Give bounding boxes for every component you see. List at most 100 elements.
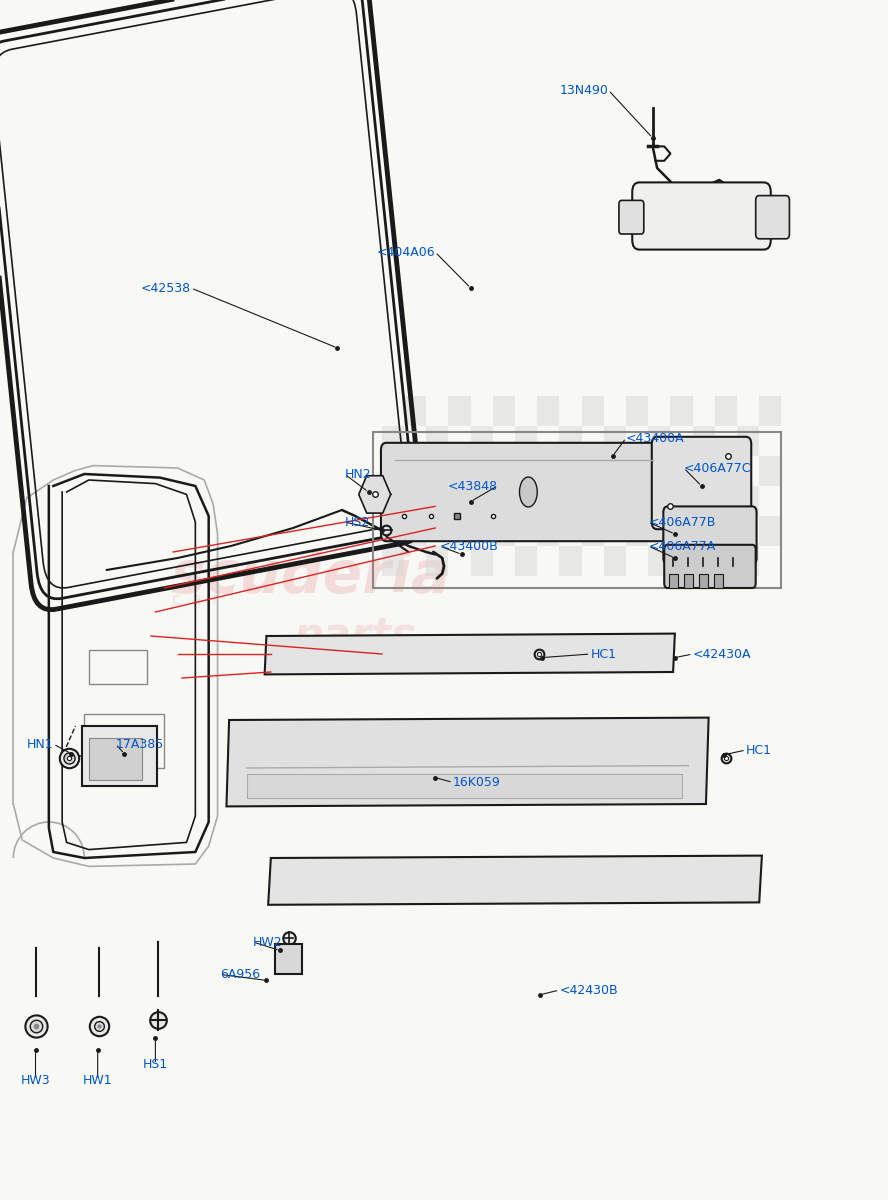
Bar [448,516,471,546]
Bar [759,456,781,486]
FancyBboxPatch shape [619,200,644,234]
Bar [448,456,471,486]
Bar [471,486,493,516]
Bar [382,426,404,456]
FancyBboxPatch shape [663,506,757,564]
Bar [693,486,715,516]
FancyBboxPatch shape [756,196,789,239]
Bar [404,396,426,426]
Text: 16K059: 16K059 [453,776,501,788]
Bar [471,546,493,576]
Bar [426,486,448,516]
Bar [493,396,515,426]
Text: HC1: HC1 [746,744,772,756]
Bar [684,574,693,588]
Bar [448,396,471,426]
Bar [493,516,515,546]
Text: c  a  r: c a r [171,590,219,608]
Bar [715,516,737,546]
Bar [582,516,604,546]
Bar [648,546,670,576]
Bar [699,574,708,588]
Bar [89,738,142,780]
Text: <406A77A: <406A77A [648,540,716,552]
Bar [715,456,737,486]
Text: <406A77B: <406A77B [648,516,716,528]
Bar [759,516,781,546]
Bar [626,396,648,426]
Text: HS1: HS1 [143,1058,168,1070]
Polygon shape [359,475,391,514]
Bar [670,396,693,426]
Bar [515,486,537,516]
FancyBboxPatch shape [652,437,751,529]
Polygon shape [268,856,762,905]
Text: <43400A: <43400A [626,432,685,444]
Bar [537,456,559,486]
Bar [648,486,670,516]
Bar [759,396,781,426]
Bar [648,426,670,456]
Bar [82,726,157,786]
Text: <43400B: <43400B [440,540,498,552]
Polygon shape [265,634,675,674]
Bar [537,396,559,426]
Bar [737,426,759,456]
Bar [382,546,404,576]
Text: <42538: <42538 [141,282,191,294]
Text: 17A385: 17A385 [115,738,163,750]
Bar [247,774,682,798]
Text: 13N490: 13N490 [559,84,608,96]
Bar [669,574,678,588]
Bar [426,546,448,576]
Bar [89,650,147,684]
Bar [426,426,448,456]
Text: HW1: HW1 [83,1074,113,1086]
Text: HW2: HW2 [253,936,282,948]
Bar [404,456,426,486]
FancyBboxPatch shape [664,545,756,588]
Text: HN2: HN2 [345,468,371,480]
FancyBboxPatch shape [632,182,771,250]
FancyBboxPatch shape [381,443,667,541]
Bar [714,574,723,588]
Text: HW3: HW3 [20,1074,51,1086]
Bar [493,456,515,486]
Bar [693,426,715,456]
Bar [582,456,604,486]
Text: <42430B: <42430B [559,984,618,996]
Bar [626,516,648,546]
Bar [715,396,737,426]
Bar [275,944,302,974]
Text: HC1: HC1 [591,648,616,660]
Polygon shape [226,718,709,806]
Bar [737,546,759,576]
Bar [84,714,164,768]
Bar [537,516,559,546]
Text: scuderia: scuderia [170,547,451,605]
Text: <43848: <43848 [448,480,497,492]
Text: parts: parts [294,614,416,658]
Bar [693,546,715,576]
Bar [737,486,759,516]
Bar [604,486,626,516]
Bar [515,546,537,576]
Bar [670,516,693,546]
Bar [559,426,582,456]
Bar [382,486,404,516]
Bar [626,456,648,486]
Bar [373,432,781,588]
Bar [471,426,493,456]
Bar [604,546,626,576]
Bar [582,396,604,426]
Text: HN1: HN1 [27,738,53,750]
Text: 6A956: 6A956 [220,968,260,980]
Ellipse shape [519,476,537,506]
Bar [670,456,693,486]
Bar [404,516,426,546]
Text: <404A06: <404A06 [377,246,435,258]
Text: HS2: HS2 [345,516,369,528]
Bar [559,546,582,576]
Text: <42430A: <42430A [693,648,751,660]
Bar [515,426,537,456]
